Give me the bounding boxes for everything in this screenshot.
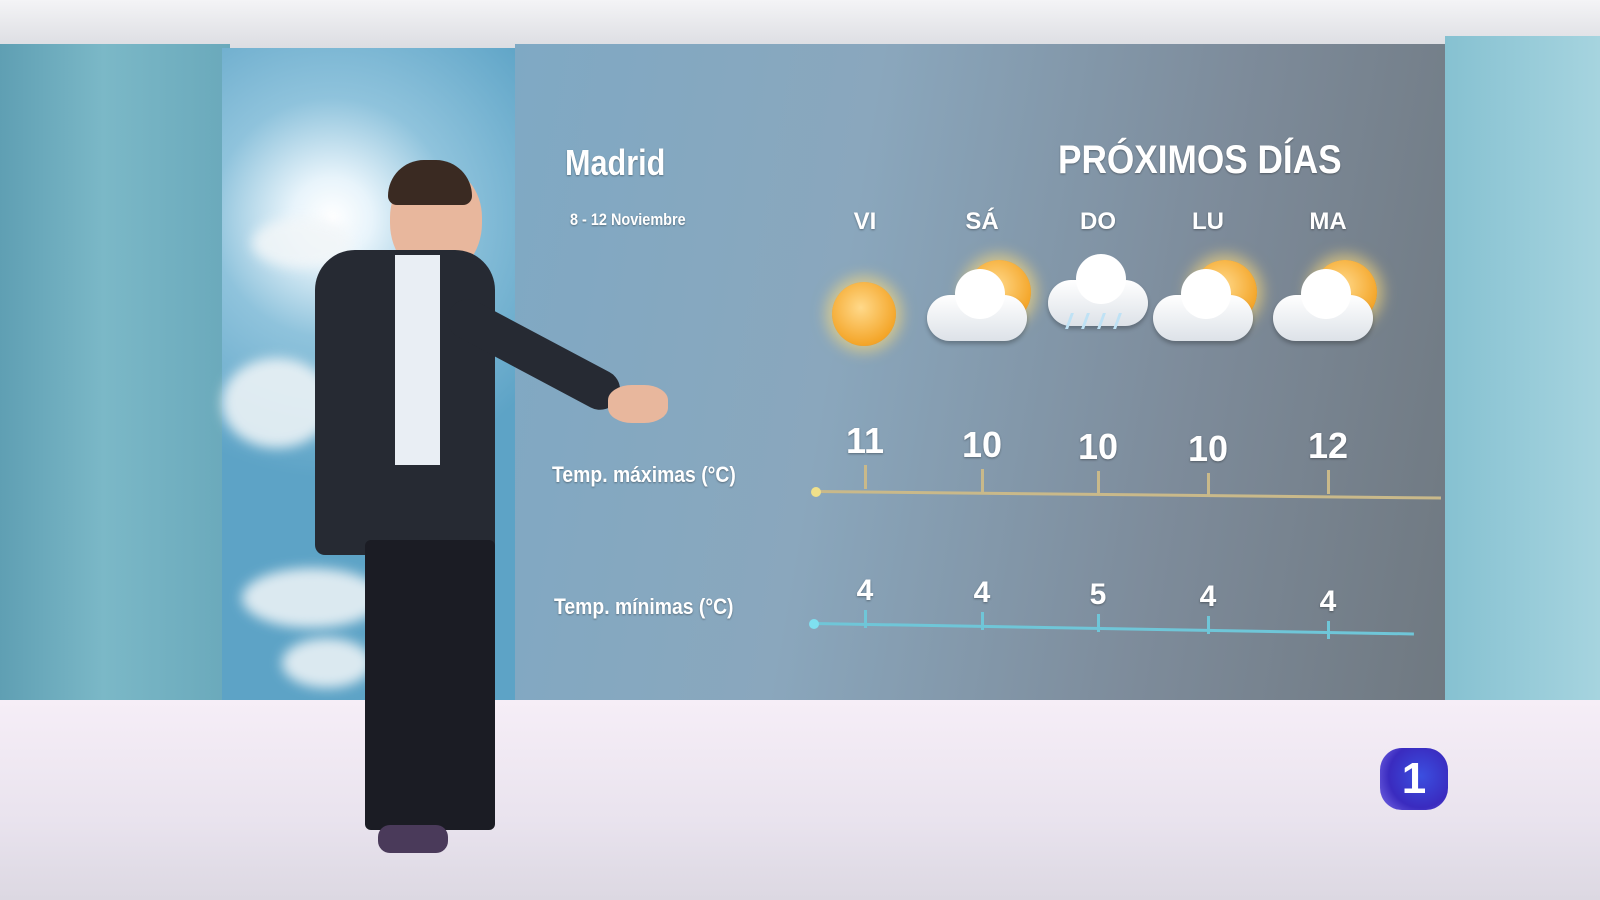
day-label: LU xyxy=(1192,208,1224,235)
max-temp-tick xyxy=(1327,470,1330,494)
max-temp-value: 10 xyxy=(961,424,1003,465)
min-temp-value: 4 xyxy=(973,576,991,609)
min-temp-tick xyxy=(981,612,984,630)
min-temp-value: 4 xyxy=(1319,585,1337,618)
max-temp-value: 12 xyxy=(1307,425,1349,466)
min-temp-label: Temp. mínimas (°C) xyxy=(554,594,734,619)
forecast-heading: PRÓXIMOS DÍAS xyxy=(1058,138,1342,182)
presenter-hand xyxy=(608,385,668,423)
sun-behind-cloud-icon xyxy=(927,255,1037,345)
max-temp-value: 10 xyxy=(1077,426,1119,467)
min-temp-tick xyxy=(1207,616,1210,634)
min-temp-value: 4 xyxy=(856,574,874,607)
max-axis-start-dot xyxy=(811,487,821,497)
day-label: SÁ xyxy=(965,208,999,235)
presenter-trousers xyxy=(365,540,495,830)
max-temp-tick xyxy=(1207,473,1210,497)
min-temp-tick xyxy=(1097,614,1100,632)
max-temp-value: 11 xyxy=(845,420,885,461)
city-title: Madrid xyxy=(565,142,666,183)
presenter-shirt xyxy=(395,255,440,465)
sun-behind-cloud-icon xyxy=(1153,255,1263,345)
max-temp-tick xyxy=(1097,471,1100,495)
min-temp-value: 5 xyxy=(1089,578,1107,611)
rain-cloud-icon xyxy=(1043,254,1153,345)
min-temp-tick xyxy=(864,610,867,628)
sun-icon xyxy=(810,272,920,362)
min-temp-value: 4 xyxy=(1199,580,1217,613)
day-label: VI xyxy=(853,208,877,235)
date-range: 8 - 12 Noviembre xyxy=(570,210,686,229)
studio-right-wall xyxy=(1445,36,1600,756)
day-label: DO xyxy=(1080,208,1116,235)
max-temp-tick xyxy=(981,469,984,493)
max-temp-value: 10 xyxy=(1187,428,1229,469)
sun-behind-cloud-icon xyxy=(1273,255,1383,345)
weather-screen xyxy=(515,44,1445,739)
presenter-shoe xyxy=(378,825,448,853)
day-label: MA xyxy=(1309,208,1347,235)
min-axis-start-dot xyxy=(809,619,819,629)
max-temp-label: Temp. máximas (°C) xyxy=(552,462,736,487)
max-temp-tick xyxy=(864,465,867,489)
studio-floor xyxy=(0,700,1600,900)
presenter-hair xyxy=(388,160,472,205)
studio-ceiling xyxy=(0,0,1600,48)
studio-left-wall xyxy=(0,44,230,704)
tve-channel-logo: 1 xyxy=(1380,748,1448,810)
